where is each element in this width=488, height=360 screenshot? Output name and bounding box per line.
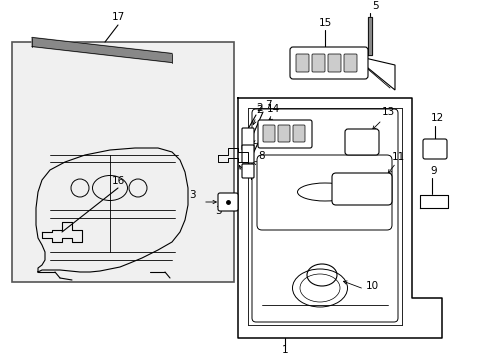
Bar: [12, 42, 234, 282]
FancyBboxPatch shape: [343, 54, 356, 72]
FancyBboxPatch shape: [422, 139, 446, 159]
Text: 13: 13: [381, 107, 394, 117]
Text: 9: 9: [430, 166, 436, 176]
Text: 4: 4: [246, 172, 253, 182]
FancyBboxPatch shape: [242, 164, 253, 178]
Text: 11: 11: [390, 152, 404, 162]
Text: 7: 7: [264, 100, 271, 110]
Text: 14: 14: [266, 104, 279, 114]
Text: 4: 4: [242, 165, 249, 175]
FancyBboxPatch shape: [345, 129, 378, 155]
Text: 2: 2: [256, 103, 263, 113]
Text: 8: 8: [260, 132, 267, 142]
Polygon shape: [419, 195, 447, 208]
Text: 5: 5: [372, 1, 379, 11]
Text: 12: 12: [429, 113, 443, 123]
Text: 17: 17: [111, 12, 124, 22]
FancyBboxPatch shape: [218, 193, 238, 211]
Text: 10: 10: [365, 281, 378, 291]
FancyBboxPatch shape: [331, 173, 391, 205]
FancyBboxPatch shape: [311, 54, 325, 72]
Text: 2: 2: [256, 105, 263, 115]
Text: 8: 8: [258, 151, 265, 161]
FancyBboxPatch shape: [242, 128, 253, 150]
Polygon shape: [32, 37, 172, 63]
Text: 3: 3: [214, 206, 221, 216]
FancyBboxPatch shape: [327, 54, 340, 72]
Text: 6: 6: [356, 66, 363, 76]
Text: 16: 16: [111, 176, 124, 186]
Polygon shape: [367, 17, 372, 55]
FancyBboxPatch shape: [278, 125, 289, 142]
FancyBboxPatch shape: [258, 120, 311, 148]
Text: 7: 7: [258, 130, 265, 140]
FancyBboxPatch shape: [263, 125, 274, 142]
FancyBboxPatch shape: [242, 145, 253, 163]
FancyBboxPatch shape: [295, 54, 308, 72]
Text: 3: 3: [189, 190, 196, 200]
Text: 1: 1: [281, 345, 288, 355]
FancyBboxPatch shape: [289, 47, 367, 79]
Text: 15: 15: [318, 18, 331, 28]
FancyBboxPatch shape: [292, 125, 305, 142]
